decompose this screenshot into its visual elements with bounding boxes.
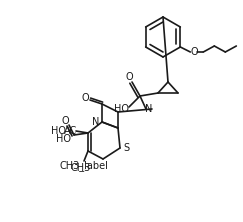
Text: CH3: CH3 bbox=[71, 163, 91, 173]
Text: O: O bbox=[81, 93, 89, 103]
Text: N: N bbox=[92, 117, 100, 127]
Text: HO: HO bbox=[51, 126, 66, 136]
Text: S: S bbox=[123, 143, 129, 153]
Text: CH3_label: CH3_label bbox=[60, 161, 108, 171]
Text: HO: HO bbox=[113, 104, 129, 114]
Text: AC: AC bbox=[64, 126, 78, 136]
Text: O: O bbox=[191, 47, 198, 57]
Text: N: N bbox=[145, 104, 153, 114]
Text: O: O bbox=[125, 72, 133, 82]
Text: O: O bbox=[61, 116, 69, 126]
Text: HO: HO bbox=[55, 134, 70, 144]
